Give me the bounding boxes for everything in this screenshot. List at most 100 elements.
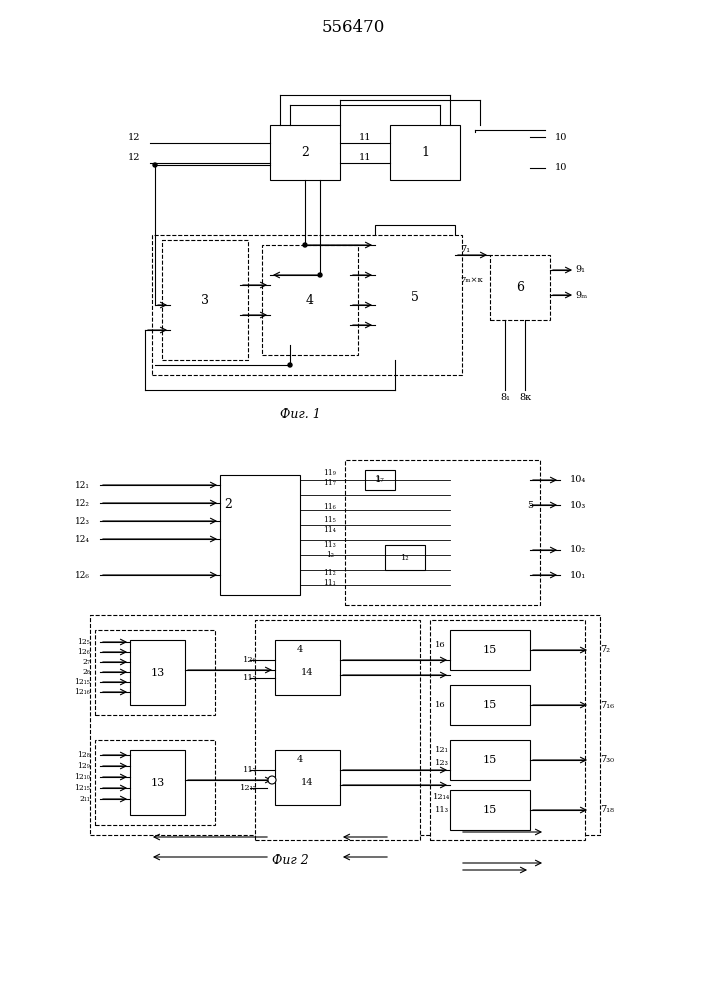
Bar: [270, 255, 350, 345]
Text: 15: 15: [483, 755, 497, 765]
Text: 11₅: 11₅: [324, 516, 337, 524]
Text: 5: 5: [411, 291, 419, 304]
Text: 10: 10: [555, 163, 568, 172]
Text: Фиг. 1: Фиг. 1: [280, 408, 320, 422]
Bar: [450, 630, 530, 670]
Text: 11₁: 11₁: [324, 579, 337, 587]
Text: 12₁₆: 12₁₆: [74, 688, 90, 696]
Bar: [95, 740, 215, 825]
Text: 9₁: 9₁: [575, 265, 585, 274]
Text: 1: 1: [375, 476, 380, 485]
Circle shape: [303, 243, 307, 247]
Bar: [490, 255, 550, 320]
Text: 10₄: 10₄: [570, 476, 586, 485]
Text: 11: 11: [358, 153, 371, 162]
Text: 2₁₁: 2₁₁: [79, 795, 90, 803]
Text: 12: 12: [127, 153, 140, 162]
Bar: [130, 640, 185, 705]
Text: 4: 4: [296, 756, 303, 764]
Text: 13: 13: [151, 668, 165, 678]
Text: 2: 2: [224, 498, 232, 512]
Text: 10: 10: [555, 132, 568, 141]
Text: 12₁₂: 12₁₂: [240, 784, 257, 792]
Text: 15: 15: [483, 645, 497, 655]
Text: 11₇: 11₇: [243, 766, 257, 774]
Text: 7₁₈: 7₁₈: [600, 806, 614, 814]
Bar: [275, 750, 340, 805]
Text: 16: 16: [435, 641, 445, 649]
Text: 12₆: 12₆: [243, 656, 257, 664]
Bar: [355, 465, 400, 495]
Text: 11₄: 11₄: [324, 526, 337, 534]
Text: 15: 15: [483, 805, 497, 815]
Text: 10₂: 10₂: [570, 546, 586, 554]
Text: 5: 5: [527, 500, 533, 510]
Text: 13: 13: [151, 778, 165, 788]
Text: 11₇: 11₇: [243, 674, 257, 682]
Text: 4: 4: [296, 646, 303, 654]
Text: 1: 1: [421, 146, 429, 159]
Circle shape: [318, 273, 322, 277]
Bar: [345, 460, 540, 605]
Text: 1₂: 1₂: [326, 551, 334, 559]
Text: 6: 6: [516, 281, 524, 294]
Bar: [262, 245, 358, 355]
Circle shape: [153, 163, 157, 167]
Text: 11₃: 11₃: [324, 541, 337, 549]
Bar: [450, 685, 530, 725]
Bar: [430, 620, 585, 840]
Text: 7₁₆: 7₁₆: [600, 700, 614, 710]
Text: 11₂: 11₂: [324, 569, 337, 577]
Text: 12: 12: [127, 132, 140, 141]
Text: 15: 15: [483, 700, 497, 710]
Text: 7₁: 7₁: [460, 245, 470, 254]
Text: 12₁₄: 12₁₄: [433, 793, 450, 801]
Text: 8₁: 8₁: [500, 393, 510, 402]
Text: 12₆: 12₆: [75, 570, 90, 580]
Text: 8к: 8к: [519, 393, 531, 402]
Text: 12₁₀: 12₁₀: [74, 773, 90, 781]
Text: 556470: 556470: [321, 19, 385, 36]
Text: 9ₘ: 9ₘ: [575, 290, 588, 300]
Text: 4: 4: [306, 294, 314, 306]
Bar: [390, 125, 460, 180]
Bar: [385, 545, 425, 570]
Bar: [162, 240, 248, 360]
Text: 11₉: 11₉: [324, 469, 337, 477]
Text: Фиг 2: Фиг 2: [271, 854, 308, 866]
Text: 11₆: 11₆: [324, 503, 337, 511]
Text: 7ₘ×κ: 7ₘ×κ: [460, 276, 483, 284]
Bar: [365, 470, 395, 490]
Bar: [90, 615, 600, 835]
Bar: [275, 640, 340, 695]
Text: 10₃: 10₃: [570, 500, 586, 510]
Text: 12₁₅: 12₁₅: [74, 784, 90, 792]
Circle shape: [268, 776, 276, 784]
Circle shape: [288, 363, 292, 367]
Bar: [170, 255, 240, 345]
Bar: [255, 620, 420, 840]
Text: 10₁: 10₁: [570, 570, 586, 580]
Text: 12₅: 12₅: [77, 638, 90, 646]
Text: 7₂: 7₂: [600, 646, 610, 654]
Text: 12₈: 12₈: [77, 751, 90, 759]
Bar: [270, 125, 340, 180]
Text: 12₁₅: 12₁₅: [74, 678, 90, 686]
Bar: [450, 790, 530, 830]
Text: 12₃: 12₃: [75, 516, 90, 526]
Text: 14: 14: [301, 668, 314, 677]
Text: 2₈: 2₈: [82, 668, 90, 676]
Text: 1₂: 1₂: [401, 554, 409, 562]
Text: 14: 14: [301, 778, 314, 787]
Text: 12₃: 12₃: [435, 759, 449, 767]
Bar: [130, 750, 185, 815]
Text: 12₆: 12₆: [77, 648, 90, 656]
Bar: [450, 740, 530, 780]
Text: 12₂: 12₂: [75, 498, 90, 508]
Text: 7₃₀: 7₃₀: [600, 756, 614, 764]
Text: 2₇: 2₇: [82, 658, 90, 666]
Text: 12₉: 12₉: [77, 762, 90, 770]
Bar: [375, 225, 455, 360]
Bar: [220, 475, 300, 595]
Text: 16: 16: [435, 701, 445, 709]
